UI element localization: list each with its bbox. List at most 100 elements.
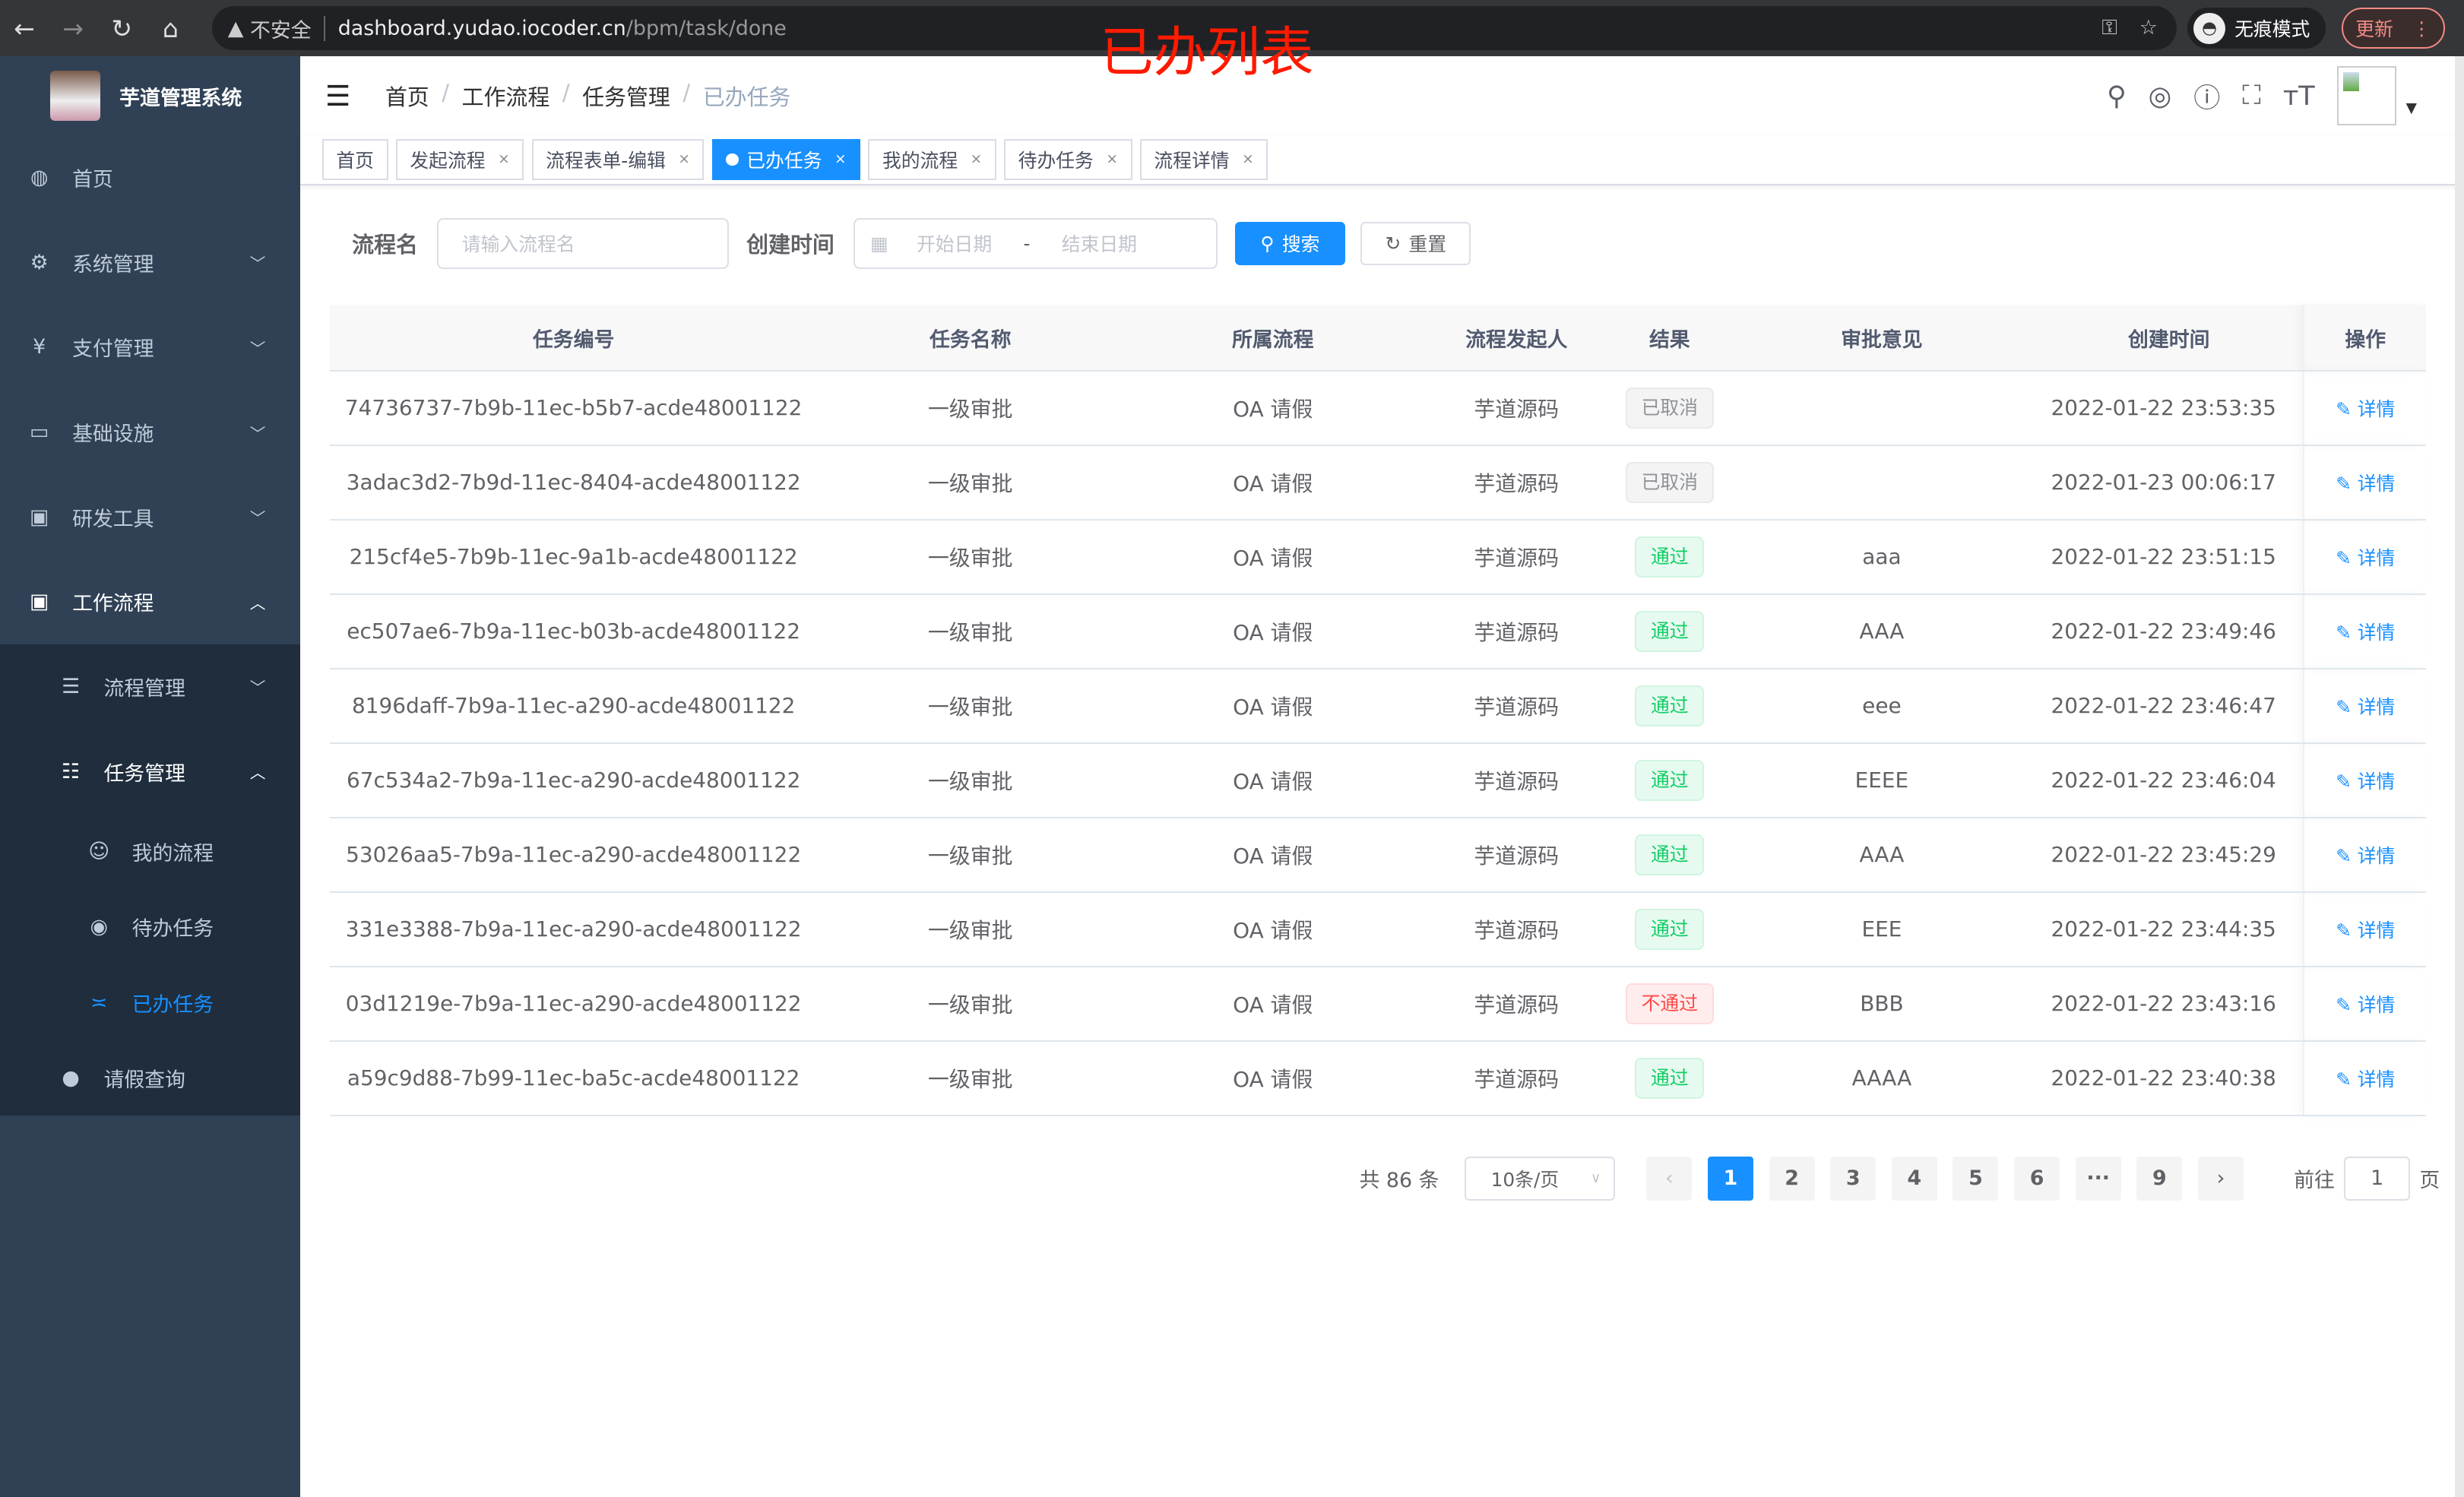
- scrollbar[interactable]: [2454, 56, 2464, 1497]
- initiator: 芋道源码: [1422, 668, 1611, 744]
- tag-home[interactable]: 首页: [321, 139, 388, 180]
- page-button[interactable]: 9: [2136, 1156, 2183, 1201]
- hamburger-icon[interactable]: ☰: [325, 79, 351, 113]
- action-cell: ✎ 详情: [2303, 593, 2427, 669]
- process-name: OA 请假: [1123, 370, 1423, 446]
- page-button[interactable]: 5: [1953, 1156, 1999, 1201]
- sidebar-item-workflow[interactable]: ▣ 工作流程 ︿: [0, 559, 300, 644]
- result-cell: 不通过: [1610, 966, 1729, 1042]
- url-host: dashboard.yudao.iocoder.cn: [337, 16, 626, 40]
- end-date: 结束日期: [1061, 233, 1137, 256]
- sidebar-item-label: 请假查询: [103, 1068, 185, 1092]
- page-button[interactable]: 3: [1830, 1156, 1877, 1201]
- result-cell: 通过: [1610, 593, 1729, 669]
- initiator: 芋道源码: [1422, 445, 1611, 521]
- process-name: OA 请假: [1123, 593, 1423, 669]
- goto-page-input[interactable]: 1: [2344, 1156, 2411, 1201]
- reset-button[interactable]: ↻ 重置: [1360, 221, 1471, 266]
- fullscreen-icon[interactable]: ⛶: [2242, 80, 2261, 112]
- tag-active[interactable]: 已办任务 ×: [711, 139, 861, 180]
- prev-page-button[interactable]: ‹: [1646, 1156, 1693, 1201]
- detail-link[interactable]: ✎ 详情: [2336, 1068, 2395, 1090]
- sidebar-item-infra[interactable]: ▭ 基础设施 ﹀: [0, 390, 300, 475]
- sidebar-item-task-manage[interactable]: ☷ 任务管理 ︿: [0, 729, 300, 814]
- tag-item[interactable]: 流程表单-编辑 ×: [531, 139, 705, 180]
- table-row: 74736737-7b9b-11ec-b5b7-acde48001122 一级审批…: [330, 370, 2427, 446]
- sidebar-item-todo[interactable]: ◉ 待办任务: [0, 889, 300, 964]
- detail-link[interactable]: ✎ 详情: [2336, 771, 2395, 793]
- incognito-indicator[interactable]: ◓ 无痕模式: [2187, 8, 2326, 49]
- github-icon[interactable]: ◎: [2148, 80, 2172, 112]
- comment: EEE: [1728, 891, 2035, 967]
- create-time: 2022-01-22 23:53:35: [2035, 370, 2304, 446]
- status-badge: 通过: [1635, 909, 1705, 950]
- page-size-select[interactable]: 10条/页 ∨: [1464, 1156, 1616, 1201]
- page-button[interactable]: ···: [2075, 1156, 2121, 1201]
- key-icon[interactable]: ⚿: [2101, 16, 2117, 40]
- status-badge: 已取消: [1626, 462, 1714, 503]
- address-bar[interactable]: ▲ 不安全 dashboard.yudao.iocoder.cn/bpm/tas…: [212, 6, 2177, 51]
- close-icon[interactable]: ×: [678, 151, 690, 168]
- process-name-input[interactable]: 请输入流程名: [436, 218, 730, 269]
- home-icon[interactable]: ⌂: [162, 13, 179, 43]
- sidebar-item-leave[interactable]: ● 请假查询: [0, 1040, 300, 1116]
- forward-icon[interactable]: →: [62, 13, 84, 43]
- sidebar-item-home[interactable]: ◍ 首页: [0, 135, 300, 220]
- sidebar-item-process-manage[interactable]: ☰ 流程管理 ﹀: [0, 644, 300, 730]
- initiator: 芋道源码: [1422, 519, 1611, 595]
- page-button[interactable]: 4: [1891, 1156, 1937, 1201]
- comment: [1728, 445, 2035, 521]
- breadcrumb-item[interactable]: 任务管理: [582, 84, 670, 111]
- caret-down-icon[interactable]: ▼: [2405, 100, 2417, 117]
- sidebar-item-pay[interactable]: ¥ 支付管理 ﹀: [0, 305, 300, 390]
- process-name: OA 请假: [1123, 817, 1423, 893]
- task-name: 一级审批: [817, 668, 1124, 744]
- search-icon[interactable]: ⚲: [2106, 80, 2127, 112]
- detail-link[interactable]: ✎ 详情: [2336, 547, 2395, 569]
- sidebar-item-my-process[interactable]: ☺ 我的流程: [0, 814, 300, 889]
- star-icon[interactable]: ☆: [2139, 16, 2158, 40]
- breadcrumb-item[interactable]: 工作流程: [461, 84, 550, 111]
- close-icon[interactable]: ×: [498, 151, 510, 168]
- breadcrumb-item[interactable]: 首页: [385, 84, 429, 111]
- detail-link[interactable]: ✎ 详情: [2336, 696, 2395, 718]
- sidebar-item-system[interactable]: ⚙ 系统管理 ﹀: [0, 220, 300, 305]
- close-icon[interactable]: ×: [1106, 151, 1118, 168]
- detail-link[interactable]: ✎ 详情: [2336, 919, 2395, 942]
- help-icon[interactable]: ⓘ: [2193, 82, 2221, 114]
- font-size-icon[interactable]: ᴛT: [2282, 80, 2315, 112]
- detail-link[interactable]: ✎ 详情: [2336, 398, 2395, 420]
- page-button[interactable]: 6: [2014, 1156, 2060, 1201]
- column-header: 所属流程: [1123, 305, 1423, 372]
- edit-icon: ✎: [2336, 844, 2352, 867]
- tag-item[interactable]: 待办任务 ×: [1004, 139, 1132, 180]
- tag-item[interactable]: 发起流程 ×: [395, 139, 524, 180]
- sidebar-item-done[interactable]: ≍ 已办任务: [0, 964, 300, 1040]
- close-icon[interactable]: ×: [834, 151, 847, 168]
- date-range-picker[interactable]: ▦ 开始日期 - 结束日期: [853, 218, 1218, 269]
- page-button[interactable]: 2: [1769, 1156, 1815, 1201]
- process-name: OA 请假: [1123, 519, 1423, 595]
- tag-item[interactable]: 我的流程 ×: [868, 139, 996, 180]
- detail-link[interactable]: ✎ 详情: [2336, 473, 2395, 495]
- back-icon[interactable]: ←: [14, 13, 35, 43]
- sidebar-logo[interactable]: 芋道管理系统: [0, 56, 300, 135]
- sidebar-item-devtools[interactable]: ▣ 研发工具 ﹀: [0, 474, 300, 559]
- reload-icon[interactable]: ↻: [111, 13, 133, 43]
- search-button[interactable]: ⚲ 搜索: [1235, 221, 1345, 266]
- page-button[interactable]: 1: [1707, 1156, 1753, 1201]
- dot-icon: [726, 153, 739, 166]
- detail-link[interactable]: ✎ 详情: [2336, 622, 2395, 644]
- detail-link[interactable]: ✎ 详情: [2336, 845, 2395, 867]
- avatar[interactable]: [2336, 65, 2397, 126]
- detail-link[interactable]: ✎ 详情: [2336, 994, 2395, 1016]
- chevron-down-icon: ﹀: [249, 679, 266, 698]
- comment: EEEE: [1728, 742, 2035, 818]
- next-page-button[interactable]: ›: [2197, 1156, 2244, 1201]
- comment: [1728, 370, 2035, 446]
- close-icon[interactable]: ×: [1242, 151, 1254, 168]
- chevron-up-icon: ︿: [249, 764, 266, 783]
- tag-item[interactable]: 流程详情 ×: [1139, 139, 1268, 180]
- update-button[interactable]: 更新 ⋮: [2341, 8, 2446, 49]
- close-icon[interactable]: ×: [970, 151, 983, 168]
